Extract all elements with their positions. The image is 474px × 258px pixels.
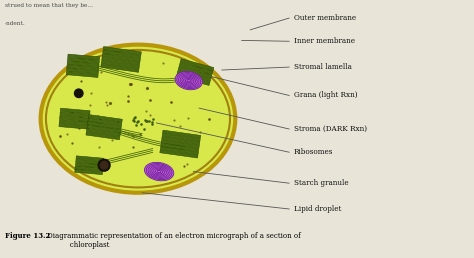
Polygon shape xyxy=(86,132,120,140)
Polygon shape xyxy=(68,54,100,60)
Polygon shape xyxy=(66,68,99,74)
Polygon shape xyxy=(162,137,200,145)
Ellipse shape xyxy=(41,45,235,193)
Polygon shape xyxy=(88,115,122,122)
Polygon shape xyxy=(60,112,90,118)
Text: Diagrammatic representation of an electron micrograph of a section of
          : Diagrammatic representation of an electr… xyxy=(45,232,301,249)
Polygon shape xyxy=(180,59,214,71)
Polygon shape xyxy=(60,116,90,122)
Polygon shape xyxy=(67,58,100,63)
Polygon shape xyxy=(163,130,201,138)
Ellipse shape xyxy=(46,50,230,187)
Polygon shape xyxy=(178,66,212,78)
Polygon shape xyxy=(59,119,89,125)
Circle shape xyxy=(98,159,110,171)
Text: Stromal lamella: Stromal lamella xyxy=(294,63,352,71)
Polygon shape xyxy=(87,122,121,129)
Text: Stroma (DARK Rxn): Stroma (DARK Rxn) xyxy=(294,125,367,133)
Polygon shape xyxy=(177,70,211,82)
Polygon shape xyxy=(160,150,198,158)
Polygon shape xyxy=(75,163,103,168)
Polygon shape xyxy=(59,123,89,129)
Polygon shape xyxy=(75,166,103,171)
Ellipse shape xyxy=(145,162,174,181)
Polygon shape xyxy=(87,125,121,133)
Text: Inner membrane: Inner membrane xyxy=(294,37,355,45)
Ellipse shape xyxy=(175,71,202,90)
Text: Ribosomes: Ribosomes xyxy=(294,148,333,156)
Polygon shape xyxy=(161,140,200,148)
Text: -ndent.: -ndent. xyxy=(5,21,26,26)
Circle shape xyxy=(74,89,83,98)
Text: Outer membrane: Outer membrane xyxy=(294,14,356,22)
Polygon shape xyxy=(86,128,120,136)
Text: Starch granule: Starch granule xyxy=(294,179,348,187)
Polygon shape xyxy=(162,133,200,142)
Circle shape xyxy=(100,162,108,169)
Polygon shape xyxy=(179,62,213,74)
Polygon shape xyxy=(102,57,140,65)
Polygon shape xyxy=(88,118,122,126)
Polygon shape xyxy=(66,72,98,77)
Text: strued to mean that they be...: strued to mean that they be... xyxy=(5,3,93,7)
Text: Lipid droplet: Lipid droplet xyxy=(294,205,341,213)
Polygon shape xyxy=(75,169,102,175)
Polygon shape xyxy=(161,143,199,151)
Polygon shape xyxy=(76,156,104,161)
Polygon shape xyxy=(67,65,99,70)
Polygon shape xyxy=(101,64,139,72)
Text: Figure 13.2: Figure 13.2 xyxy=(5,232,50,240)
Polygon shape xyxy=(102,54,140,62)
Polygon shape xyxy=(103,47,141,55)
Polygon shape xyxy=(76,159,103,165)
Polygon shape xyxy=(160,147,199,155)
Polygon shape xyxy=(176,74,210,85)
Polygon shape xyxy=(101,61,139,69)
Polygon shape xyxy=(67,61,99,67)
Polygon shape xyxy=(103,50,141,58)
Polygon shape xyxy=(60,108,90,114)
Text: Grana (light Rxn): Grana (light Rxn) xyxy=(294,91,357,100)
